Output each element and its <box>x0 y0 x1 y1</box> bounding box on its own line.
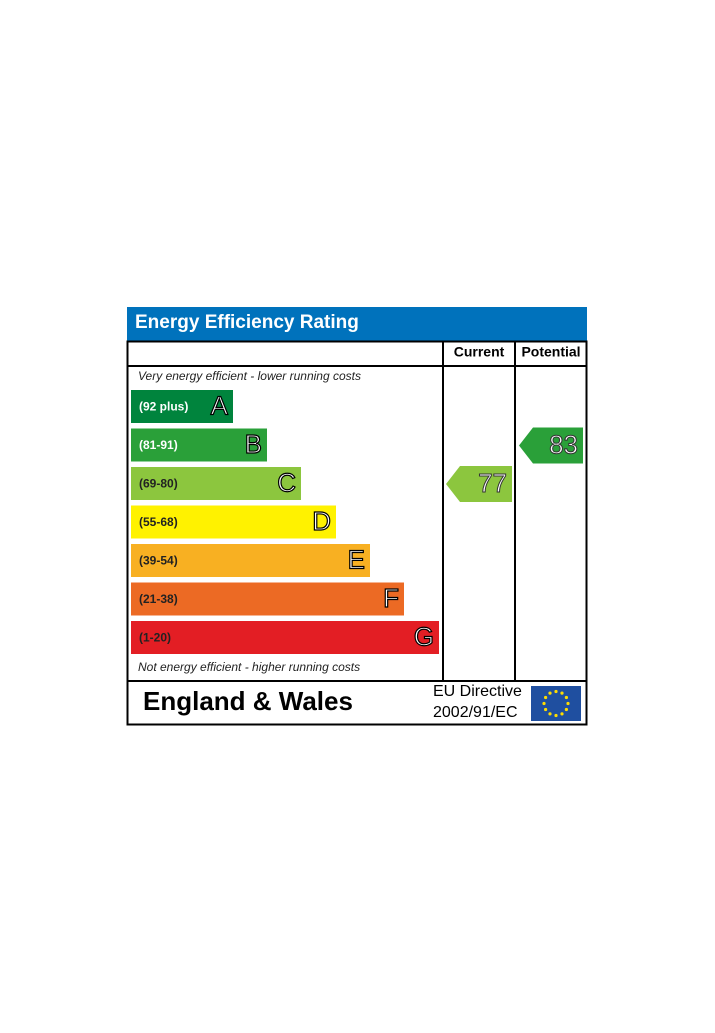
band-range: (81-91) <box>139 438 178 452</box>
band-letter: A <box>211 390 229 420</box>
band-letter: E <box>348 544 365 574</box>
band-letter: F <box>383 583 399 613</box>
eu-flag <box>531 686 581 721</box>
flag-star <box>544 695 548 700</box>
flag-star <box>564 695 568 700</box>
band-range: (55-68) <box>139 515 178 529</box>
band <box>131 467 301 500</box>
flag-star <box>554 689 558 694</box>
flag-star <box>544 707 548 712</box>
band-letter: D <box>312 506 331 536</box>
band <box>131 544 370 577</box>
flag-star <box>548 712 552 716</box>
flag-star <box>554 713 558 718</box>
band <box>131 582 404 616</box>
band-letter: C <box>277 467 296 497</box>
region: England & Wales <box>143 686 353 716</box>
column-header: Current <box>454 344 505 360</box>
flag-star <box>560 712 564 716</box>
rating-value: 77 <box>478 468 507 498</box>
top-note: Very energy efficient - lower running co… <box>138 369 361 383</box>
flag-star <box>560 691 564 695</box>
band-range: (39-54) <box>139 554 178 568</box>
band <box>131 505 336 539</box>
column-header: Potential <box>521 344 580 360</box>
band-range: (1-20) <box>139 631 171 645</box>
directive: EU Directive <box>433 683 522 700</box>
band <box>131 390 233 423</box>
flag-star <box>566 701 570 706</box>
rating-arrow <box>519 427 583 464</box>
flag-star <box>542 701 546 706</box>
rating-arrow <box>446 466 512 502</box>
flag-star <box>564 707 568 712</box>
title-bar <box>127 307 587 341</box>
band-range: (21-38) <box>139 592 178 606</box>
bottom-note: Not energy efficient - higher running co… <box>138 660 360 674</box>
band-range: (69-80) <box>139 477 178 491</box>
flag-star <box>548 691 552 695</box>
band <box>131 621 439 654</box>
band <box>131 428 267 462</box>
frame <box>126 340 588 726</box>
directive: 2002/91/EC <box>433 704 518 721</box>
title: Energy Efficiency Rating <box>135 312 359 333</box>
band-range: (92 plus) <box>139 400 188 414</box>
band-letter: G <box>414 621 434 651</box>
rating-value: 83 <box>549 429 578 459</box>
band-letter: B <box>245 429 262 459</box>
